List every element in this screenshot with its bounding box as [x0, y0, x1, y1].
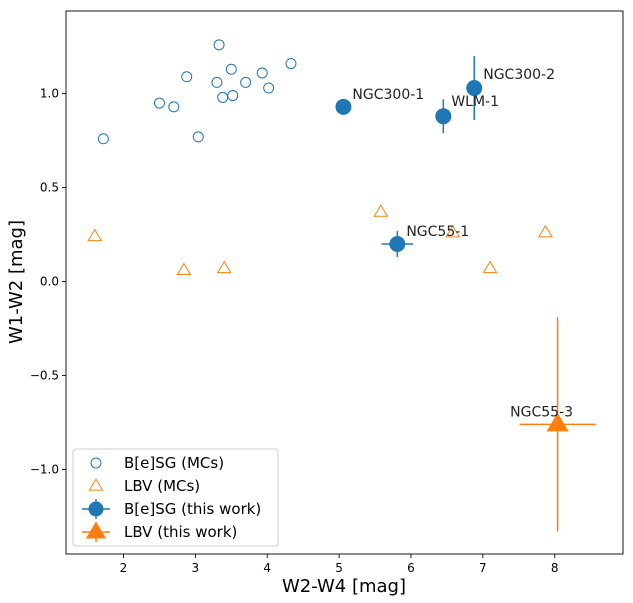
- point-annotation: NGC300-2: [483, 67, 555, 83]
- lbv-mcs-point: [87, 228, 103, 242]
- point-annotation: NGC55-1: [406, 224, 469, 240]
- legend-label: B[e]SG (MCs): [124, 454, 224, 472]
- legend-filled-circle-icon: [88, 501, 104, 517]
- x-tick-label: 4: [263, 561, 271, 575]
- x-axis-label: W2-W4 [mag]: [282, 576, 406, 597]
- bsg-mcs-point: [153, 97, 165, 109]
- point-annotation: NGC55-3: [510, 404, 573, 420]
- bsg-this-work-point: [389, 235, 406, 252]
- legend: B[e]SG (MCs) LBV (MCs) B[e]SG (this work) L…: [72, 448, 279, 547]
- lbv-mcs-point: [537, 224, 553, 238]
- legend-label: LBV (MCs): [124, 477, 200, 495]
- bsg-mcs-point: [97, 133, 109, 145]
- bsg-mcs-point: [256, 67, 268, 79]
- y-tick-label: 0.5: [40, 181, 59, 195]
- x-tick-label: 8: [551, 561, 559, 575]
- y-tick-label: −1.0: [30, 462, 59, 476]
- bsg-mcs-point: [240, 76, 252, 88]
- y-axis-label: W1-W2 [mag]: [6, 220, 27, 344]
- lbv-mcs-point: [216, 260, 232, 274]
- bsg-mcs-point: [181, 71, 193, 83]
- legend-open-triangle-icon: [88, 478, 104, 491]
- bsg-mcs-point: [225, 63, 237, 75]
- y-tick-label: 1.0: [40, 87, 59, 101]
- bsg-mcs-point: [263, 82, 275, 94]
- legend-open-circle-icon: [90, 457, 102, 469]
- x-tick-label: 7: [479, 561, 487, 575]
- bsg-mcs-point: [285, 58, 297, 70]
- lbv-this-work-point: [546, 412, 569, 432]
- legend-label: B[e]SG (this work): [124, 500, 261, 518]
- x-tick-label: 5: [335, 561, 343, 575]
- legend-box: [72, 448, 279, 547]
- bsg-mcs-point: [192, 131, 204, 143]
- bsg-this-work-point: [335, 98, 352, 115]
- y-tick-label: −0.5: [30, 369, 59, 383]
- point-annotation: NGC300-1: [352, 87, 424, 103]
- point-annotation: WLM-1: [451, 94, 499, 110]
- bsg-mcs-point: [213, 39, 225, 51]
- bsg-mcs-point: [211, 76, 223, 88]
- x-tick-label: 6: [407, 561, 415, 575]
- lbv-mcs-point: [373, 204, 389, 217]
- legend-label: LBV (this work): [124, 523, 237, 541]
- legend-filled-triangle-icon: [85, 521, 107, 539]
- lbv-mcs-point: [482, 260, 498, 274]
- plot-frame: [65, 10, 624, 555]
- x-tick-label: 2: [120, 561, 128, 575]
- lbv-mcs-point: [176, 262, 192, 275]
- lbv-mcs-point: [445, 224, 461, 238]
- bsg-mcs-point: [227, 90, 239, 102]
- x-tick-label: 3: [192, 561, 200, 575]
- bsg-this-work-point: [435, 108, 452, 125]
- bsg-mcs-point: [168, 101, 180, 113]
- bsg-this-work-point: [466, 80, 483, 97]
- y-tick-label: 0.0: [40, 275, 59, 289]
